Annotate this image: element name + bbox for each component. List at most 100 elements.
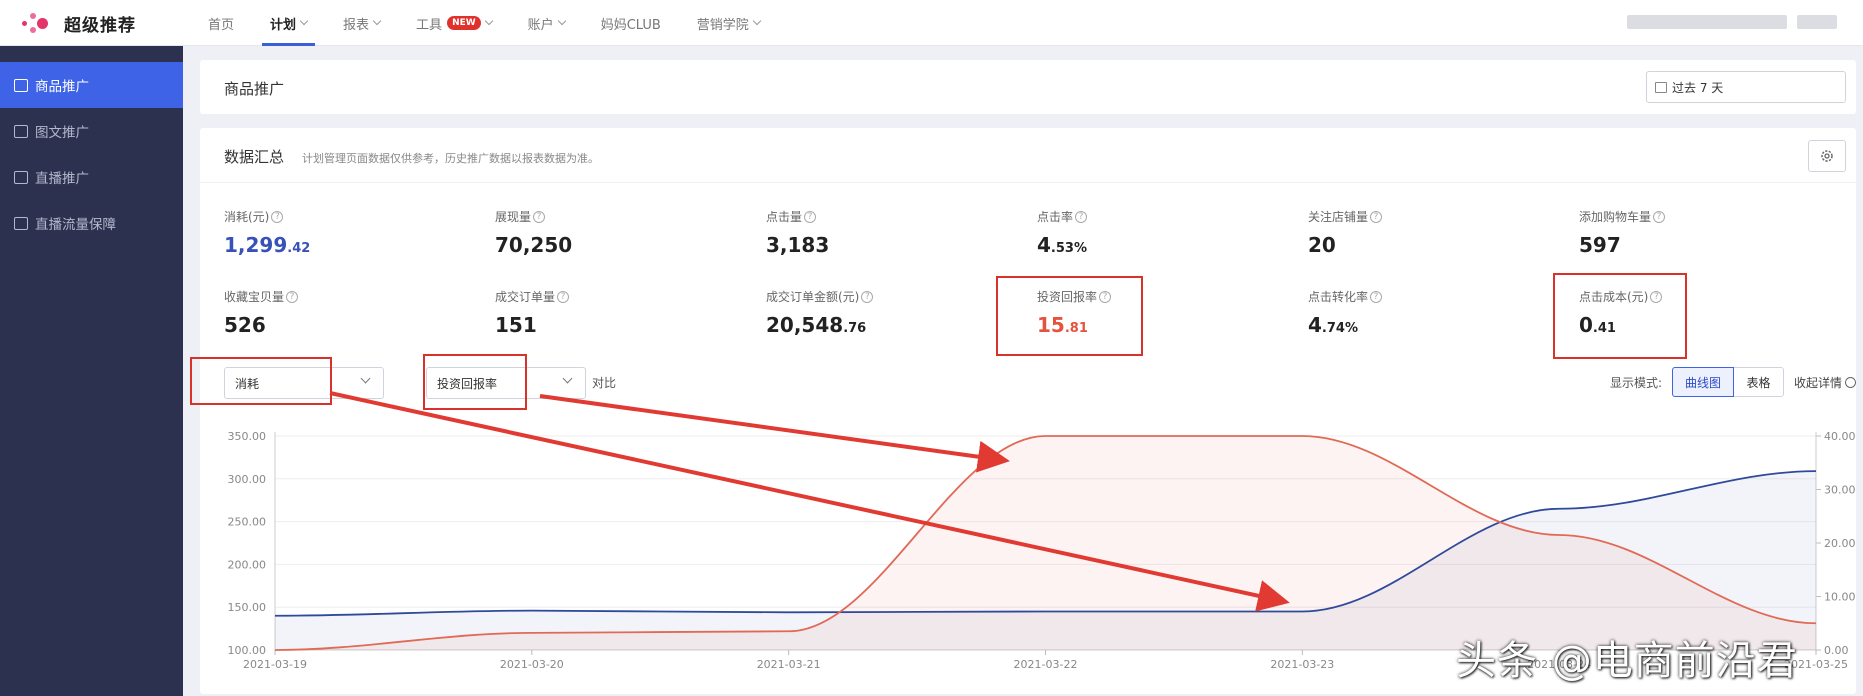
annotation-arrow bbox=[329, 391, 1290, 612]
metric-label-text: 消耗(元) bbox=[224, 210, 270, 224]
y-left-tick-label: 150.00 bbox=[228, 601, 267, 614]
series-line bbox=[274, 435, 1817, 651]
metric-value-dec: .81 bbox=[1064, 321, 1088, 336]
help-icon[interactable]: ? bbox=[271, 210, 284, 223]
nav-item[interactable]: 妈妈CLUB bbox=[583, 0, 679, 46]
metric-label: 点击率? bbox=[1037, 208, 1267, 225]
sidebar-item-label: 商品推广 bbox=[35, 79, 89, 95]
nav-item[interactable]: 账户 bbox=[510, 0, 583, 46]
metric-value-dec: .41 bbox=[1592, 321, 1616, 336]
collapse-details-label: 收起详情 bbox=[1794, 376, 1843, 390]
metric-card: 关注店铺量? 20 bbox=[1308, 208, 1538, 257]
collapse-details-toggle[interactable]: 收起详情 bbox=[1794, 374, 1856, 391]
brand-logo[interactable]: 超级推荐 bbox=[22, 8, 136, 38]
metric-label-text: 点击量 bbox=[766, 210, 803, 224]
help-icon[interactable]: ? bbox=[1075, 210, 1088, 223]
metric-value: 0.41 bbox=[1579, 313, 1809, 337]
nav-item-label: 营销学院 bbox=[696, 17, 749, 33]
metric-card: 消耗(元)? 1,299.42 bbox=[224, 208, 454, 257]
metric-label: 收藏宝贝量? bbox=[224, 288, 454, 305]
help-icon[interactable]: ? bbox=[804, 210, 817, 223]
sidebar-item[interactable]: 直播流量保障 bbox=[0, 200, 183, 246]
nav-item-label: 报表 bbox=[343, 17, 370, 33]
metric-value-int: 20 bbox=[1308, 233, 1336, 257]
metric-value-int: 4 bbox=[1037, 233, 1051, 257]
shield-icon bbox=[14, 216, 28, 230]
help-icon[interactable]: ? bbox=[533, 210, 546, 223]
series-area bbox=[275, 436, 1816, 650]
settings-button[interactable] bbox=[1808, 140, 1846, 172]
sidebar-item-label: 图文推广 bbox=[35, 125, 89, 141]
compare-label: 对比 bbox=[592, 376, 617, 390]
help-icon[interactable]: ? bbox=[1370, 290, 1383, 303]
metric-value-int: 526 bbox=[224, 313, 266, 337]
sidebar: 商品推广图文推广直播推广 直播流量保障 bbox=[0, 46, 183, 696]
metric-value: 151 bbox=[495, 313, 725, 337]
metric-label: 点击量? bbox=[766, 208, 996, 225]
annotation-arrow bbox=[539, 394, 1010, 473]
nav-item[interactable]: 计划 bbox=[252, 0, 325, 46]
metric-value: 20 bbox=[1308, 233, 1538, 257]
mode-curve-button[interactable]: 曲线图 bbox=[1672, 367, 1734, 397]
primary-metric-select[interactable]: 消耗 bbox=[224, 367, 384, 399]
metric-value-int: 0 bbox=[1579, 313, 1593, 337]
nav-item-label: 计划 bbox=[270, 17, 297, 33]
annotation-box-roi bbox=[996, 276, 1143, 356]
metric-label: 展现量? bbox=[495, 208, 725, 225]
metric-value-int: 597 bbox=[1579, 233, 1621, 257]
nav-item[interactable]: 报表 bbox=[325, 0, 398, 46]
metric-card: 点击成本(元)? 0.41 bbox=[1579, 288, 1809, 337]
metric-card: 收藏宝贝量? 526 bbox=[224, 288, 454, 337]
metric-card: 点击率? 4.53% bbox=[1037, 208, 1267, 257]
nav-item[interactable]: 工具 NEW bbox=[398, 0, 510, 46]
nav-item[interactable]: 首页 bbox=[190, 0, 252, 46]
display-mode-label: 显示模式: bbox=[1610, 376, 1663, 390]
user-area[interactable] bbox=[1627, 15, 1837, 29]
metric-card: 成交订单金额(元)? 20,548.76 bbox=[766, 288, 996, 337]
bag-icon bbox=[14, 78, 28, 92]
x-tick-label: 2021-03-23 bbox=[1270, 658, 1334, 671]
metric-value-int: 4 bbox=[1308, 313, 1322, 337]
series-area bbox=[275, 471, 1816, 650]
mode-table-button[interactable]: 表格 bbox=[1733, 367, 1784, 397]
help-icon[interactable]: ? bbox=[1653, 210, 1666, 223]
data-summary-panel: 数据汇总 计划管理页面数据仅供参考，历史推广数据以报表数据为准。 消耗(元)? 1… bbox=[200, 128, 1856, 694]
metric-label: 点击转化率? bbox=[1308, 288, 1538, 305]
metric-label-text: 添加购物车量 bbox=[1579, 210, 1652, 224]
compare-metric-select[interactable]: 投资回报率 bbox=[426, 367, 586, 399]
help-icon[interactable]: ? bbox=[1650, 290, 1663, 303]
metric-value-int: 70,250 bbox=[495, 233, 573, 257]
sidebar-item[interactable]: 图文推广 bbox=[0, 108, 183, 154]
help-icon[interactable]: ? bbox=[557, 290, 570, 303]
metric-value: 526 bbox=[224, 313, 454, 337]
sidebar-item[interactable]: 直播推广 bbox=[0, 154, 183, 200]
watermark-text: 头条 @电商前沿君 bbox=[1456, 638, 1798, 684]
help-icon[interactable]: ? bbox=[286, 290, 299, 303]
help-icon[interactable]: ? bbox=[1099, 290, 1112, 303]
nav-item[interactable]: 营销学院 bbox=[679, 0, 778, 46]
metric-value: 20,548.76 bbox=[766, 313, 996, 337]
metric-value: 597 bbox=[1579, 233, 1809, 257]
metric-label-text: 成交订单金额(元) bbox=[766, 290, 860, 304]
metric-value-int: 3,183 bbox=[766, 233, 830, 257]
metric-card: 添加购物车量? 597 bbox=[1579, 208, 1809, 257]
divider bbox=[200, 182, 1856, 183]
metric-label-text: 展现量 bbox=[495, 210, 532, 224]
annotation-box-compare-select bbox=[423, 354, 527, 410]
metric-label-text: 投资回报率 bbox=[1037, 290, 1098, 304]
sidebar-item[interactable]: 商品推广 bbox=[0, 62, 183, 108]
metric-value: 70,250 bbox=[495, 233, 725, 257]
help-icon[interactable]: ? bbox=[1370, 210, 1383, 223]
metric-label-text: 点击成本(元) bbox=[1579, 290, 1649, 304]
metric-value: 1,299.42 bbox=[224, 233, 454, 257]
brand-name: 超级推荐 bbox=[64, 15, 136, 36]
x-tick-label: 2021-03-22 bbox=[1014, 658, 1078, 671]
nav-item-label: 首页 bbox=[208, 17, 235, 33]
metric-card: 成交订单量? 151 bbox=[495, 288, 725, 337]
summary-title: 数据汇总 bbox=[224, 148, 285, 166]
x-tick-label: 2021-03-24 bbox=[1527, 658, 1591, 671]
x-tick-label: 2021-03-25 bbox=[1784, 658, 1848, 671]
date-range-picker[interactable]: 过去 7 天 bbox=[1646, 71, 1846, 103]
help-icon[interactable]: ? bbox=[861, 290, 874, 303]
nav-item-label: 账户 bbox=[527, 17, 554, 33]
